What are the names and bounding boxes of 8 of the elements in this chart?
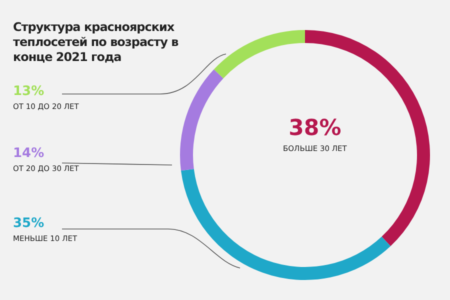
data-label: 13% — [13, 84, 46, 100]
data-label: 14% — [13, 146, 46, 162]
donut-slice — [180, 169, 391, 280]
data-label: 38% — [288, 116, 342, 142]
data-label: 35% — [13, 216, 46, 232]
chart-title: Структура красноярских теплосетей по возрасту в конце 2021 года — [13, 20, 180, 65]
donut-slice — [214, 30, 305, 78]
donut-slice — [180, 69, 224, 171]
